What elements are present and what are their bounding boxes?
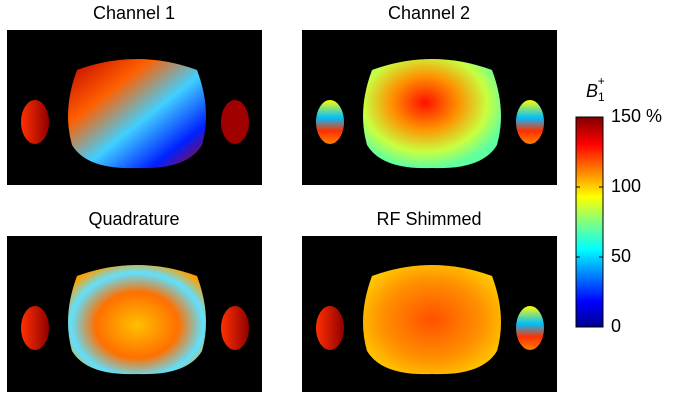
panel-title: Channel 1: [93, 3, 175, 23]
panel-title: RF Shimmed: [376, 209, 481, 229]
panel-title: Channel 2: [388, 3, 470, 23]
map-panel: [302, 236, 557, 392]
label-sub: 1: [598, 90, 605, 104]
tick-label: 150 %: [611, 106, 662, 126]
tick-label: 100: [611, 176, 641, 196]
tick-label: 50: [611, 246, 631, 266]
map-panel: [302, 30, 557, 185]
colorbar-label: B1 +: [586, 74, 605, 104]
map-panel: [7, 30, 262, 185]
figure: Channel 1 Channel 2 Quadrature RF Shimme…: [0, 0, 674, 393]
label-base: B: [586, 81, 598, 101]
map-panel: [7, 236, 262, 392]
colorbar: [576, 117, 603, 327]
tick-label: 0: [611, 316, 621, 336]
panel-title: Quadrature: [88, 209, 179, 229]
label-sup: +: [598, 74, 605, 88]
